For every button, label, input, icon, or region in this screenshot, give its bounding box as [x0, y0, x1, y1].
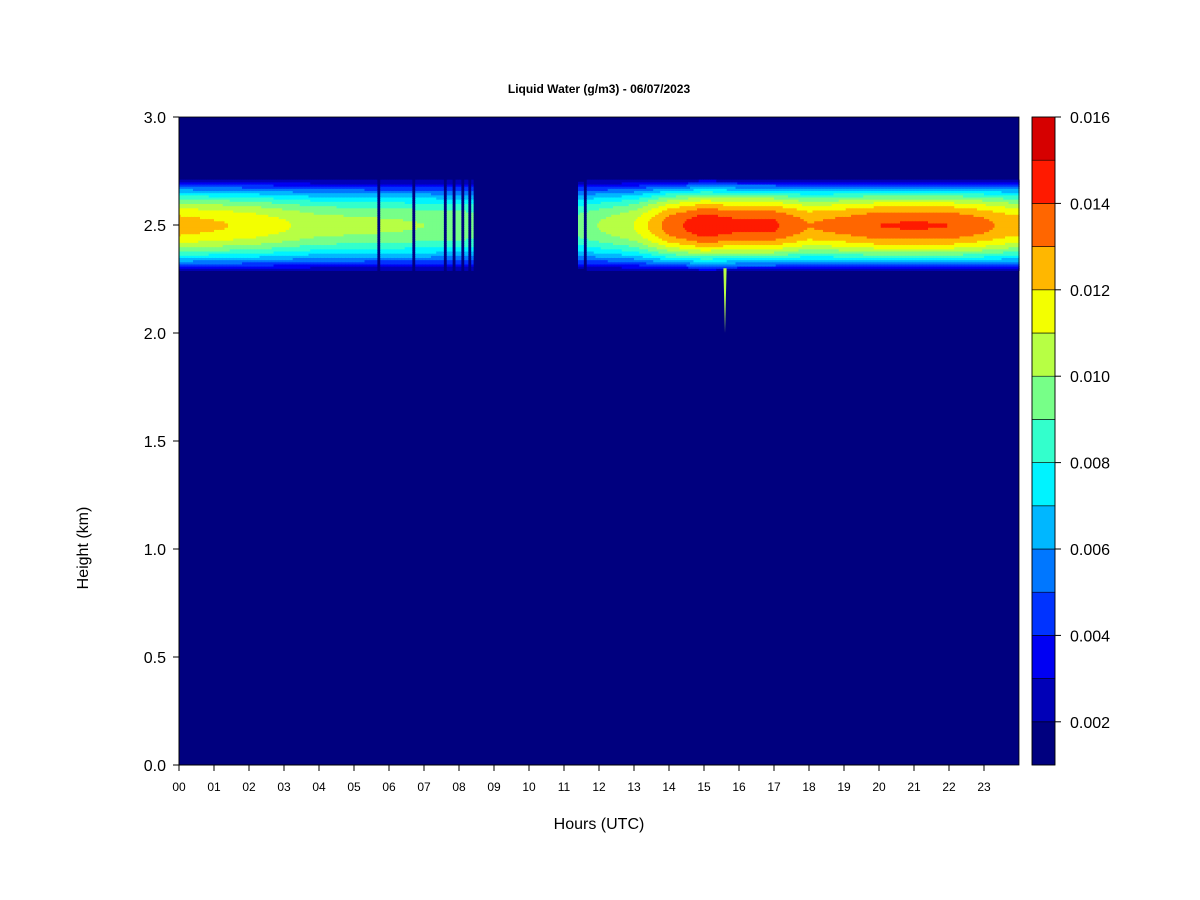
- heatmap-cell: [375, 180, 377, 183]
- chart-title: Liquid Water (g/m3) - 06/07/2023: [508, 82, 691, 96]
- plot-area: [179, 117, 1020, 765]
